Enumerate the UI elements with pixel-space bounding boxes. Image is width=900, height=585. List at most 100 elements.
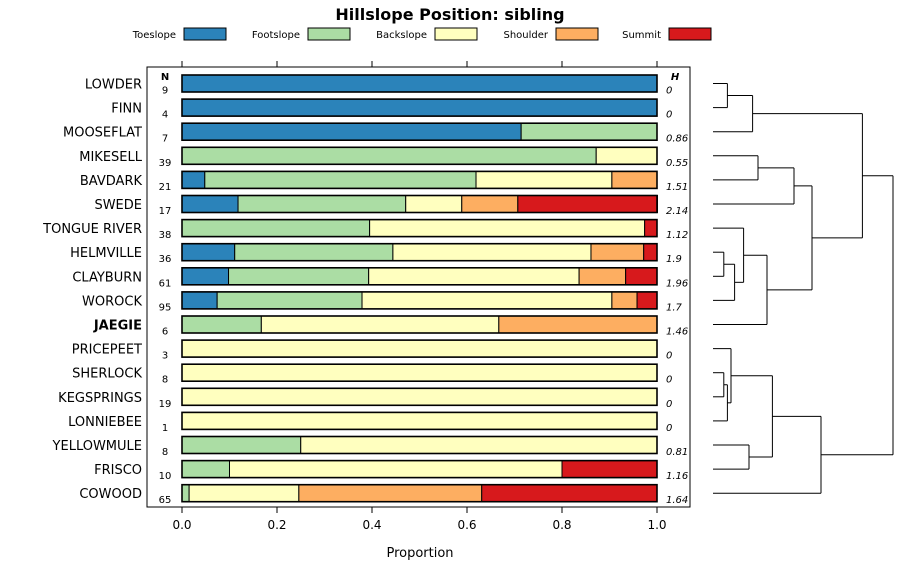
- n-value: 3: [162, 351, 168, 362]
- bar-segment-toeslope: [181, 170, 206, 189]
- n-header: N: [161, 72, 169, 83]
- bar-segment-footslope: [181, 436, 302, 454]
- bar-segment-footslope: [520, 122, 658, 141]
- bar-segment-backslope: [181, 339, 658, 358]
- bar-outline: [181, 315, 658, 334]
- h-value: 1.9: [666, 254, 682, 265]
- n-value: 8: [162, 447, 168, 458]
- n-value: 6: [162, 327, 168, 338]
- bar-outline: [181, 122, 658, 141]
- bar-segment-backslope: [392, 243, 592, 262]
- h-value: 0: [666, 423, 672, 434]
- bar-segment-backslope: [475, 170, 613, 189]
- category-label: LOWDER: [85, 78, 142, 93]
- bar-segment-shoulder: [611, 291, 638, 310]
- category-label: CLAYBURN: [72, 270, 142, 285]
- bar-segment-toeslope: [181, 291, 218, 310]
- category-label: PRICEPEET: [72, 343, 142, 358]
- bar-segment-backslope: [188, 484, 300, 503]
- bar-segment-footslope: [181, 219, 371, 238]
- h-value: 1.64: [666, 495, 688, 506]
- legend-swatch-footslope: [307, 27, 351, 41]
- bar-segment-footslope: [216, 291, 363, 310]
- bar-segment-summit: [643, 243, 658, 262]
- bar-segment-shoulder: [611, 170, 658, 189]
- bar-segment-toeslope: [181, 98, 658, 117]
- n-value: 36: [159, 254, 172, 265]
- n-value: 4: [162, 110, 168, 121]
- bar-segment-backslope: [405, 195, 463, 213]
- h-value: 0: [666, 399, 672, 410]
- bar-segment-footslope: [228, 267, 370, 286]
- bar-outline: [181, 291, 658, 310]
- n-value: 61: [159, 278, 172, 289]
- bar-outline: [181, 170, 658, 190]
- chart-title: Hillslope Position: sibling: [335, 5, 564, 24]
- n-value: 8: [162, 375, 168, 386]
- bar-segment-shoulder: [590, 243, 645, 262]
- n-value: 9: [162, 86, 168, 97]
- bar-segment-toeslope: [181, 267, 230, 286]
- legend-label-toeslope: Toeslope: [132, 30, 176, 41]
- n-value: 19: [159, 399, 172, 410]
- bar-outline: [181, 146, 658, 166]
- n-value: 38: [159, 230, 172, 241]
- dendrogram: [713, 83, 894, 494]
- bar-outline: [181, 363, 658, 383]
- bar-outline: [181, 411, 658, 431]
- legend-label-summit: Summit: [622, 30, 661, 41]
- n-value: 65: [159, 495, 172, 506]
- x-tick-label: 0.2: [267, 518, 286, 532]
- h-value: 0: [666, 351, 672, 362]
- h-value: 2.14: [666, 206, 688, 217]
- x-tick-label: 0.0: [172, 518, 191, 532]
- category-label: BAVDARK: [80, 174, 143, 189]
- category-label: TONGUE RIVER: [42, 222, 142, 237]
- bar-segment-shoulder: [461, 195, 519, 213]
- h-value: 1.96: [666, 278, 688, 289]
- legend-swatch-toeslope: [183, 27, 227, 41]
- bar-segment-summit: [636, 291, 658, 310]
- bar-segment-backslope: [260, 315, 500, 334]
- h-value: 1.46: [666, 327, 688, 338]
- x-tick-label: 0.6: [457, 518, 476, 532]
- bar-outline: [181, 98, 658, 117]
- n-value: 21: [159, 182, 172, 193]
- bar-outline: [181, 218, 658, 238]
- x-tick-label: 1.0: [647, 518, 666, 532]
- bar-outline: [181, 435, 658, 455]
- bar-segment-backslope: [181, 363, 658, 382]
- category-label: MIKESELL: [79, 150, 142, 165]
- n-value: 1: [162, 423, 168, 434]
- legend-swatch-backslope: [434, 27, 478, 41]
- bar-segment-backslope: [369, 219, 646, 238]
- category-label: KEGSPRINGS: [58, 391, 142, 406]
- bar-segment-backslope: [300, 436, 658, 454]
- plot-border: [146, 66, 691, 508]
- bar-segment-footslope: [237, 195, 407, 213]
- bar-segment-backslope: [181, 411, 658, 430]
- legend-label-backslope: Backslope: [376, 30, 427, 41]
- bar-segment-backslope: [229, 460, 563, 479]
- bar-outline: [181, 194, 658, 214]
- category-label: WOROCK: [82, 294, 142, 309]
- bar-segment-footslope: [181, 484, 190, 503]
- bar-segment-summit: [561, 460, 658, 479]
- bar-outline: [181, 459, 658, 479]
- h-value: 0.86: [666, 134, 688, 145]
- bar-segment-footslope: [181, 315, 262, 334]
- bar-segment-summit: [644, 219, 658, 238]
- category-label: COWOOD: [79, 487, 142, 502]
- h-value: 1.51: [666, 182, 688, 193]
- bar-outline: [181, 242, 658, 262]
- h-value: 1.7: [666, 302, 683, 313]
- bar-segment-footslope: [234, 243, 394, 262]
- bars: [181, 74, 658, 503]
- category-label: SHERLOCK: [72, 367, 142, 382]
- x-tick-label: 0.8: [552, 518, 571, 532]
- n-value: 17: [159, 206, 172, 217]
- bar-segment-shoulder: [298, 484, 483, 503]
- category-label: JAEGIE: [93, 319, 142, 334]
